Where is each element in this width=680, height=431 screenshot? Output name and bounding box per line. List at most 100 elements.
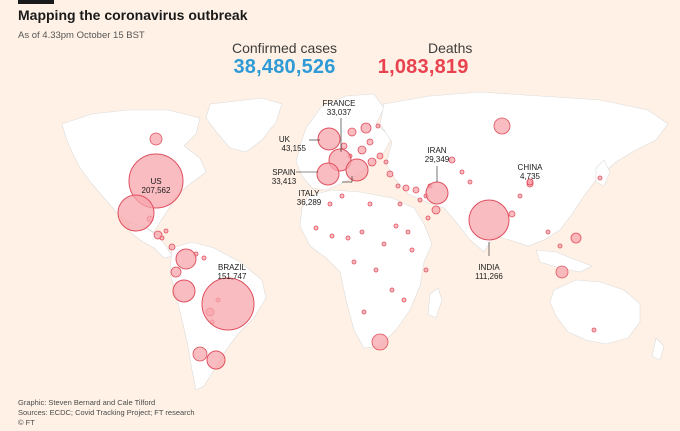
country-bubble <box>361 309 367 315</box>
country-bubble <box>383 159 389 165</box>
label-brazil-deaths: 151,747 <box>218 272 247 281</box>
footer-graphic: Graphic: Steven Bernard and Cale Tilford <box>18 398 156 407</box>
country-bubble <box>329 233 335 239</box>
land-greenland <box>205 97 283 153</box>
deaths-value: 1,083,819 <box>377 56 469 78</box>
label-uk-deaths: 43,155 <box>282 144 307 153</box>
country-bubbles <box>117 127 534 370</box>
bubble-iran <box>425 181 449 205</box>
country-bubble <box>371 333 389 351</box>
country-bubble <box>555 265 569 279</box>
country-bubble <box>395 183 401 189</box>
country-bubble <box>345 235 351 241</box>
country-bubble <box>339 193 345 199</box>
country-bubble <box>459 169 465 175</box>
country-bubble <box>448 156 456 164</box>
country-bubble <box>163 228 169 234</box>
country-bubble <box>431 205 441 215</box>
country-bubble <box>597 175 603 181</box>
label-china-deaths: 4,735 <box>520 172 541 181</box>
bubble-argentina <box>206 350 226 370</box>
bubble-brazil <box>201 277 255 331</box>
label-india-name: INDIA <box>478 263 500 272</box>
label-us-deaths: 207,562 <box>142 186 171 195</box>
country-bubble <box>351 259 357 265</box>
label-iran-deaths: 29,349 <box>425 155 450 164</box>
country-bubble <box>412 186 420 194</box>
page-title: Mapping the coronavirus outbreak <box>18 7 248 23</box>
country-bubble <box>393 223 399 229</box>
country-bubble <box>159 235 165 241</box>
country-bubble <box>168 243 176 251</box>
country-bubble <box>417 197 423 203</box>
country-bubble <box>425 215 431 221</box>
country-bubble <box>409 247 415 253</box>
land-southeast-asia <box>535 249 593 273</box>
bubble-uk <box>317 127 341 151</box>
country-bubble <box>367 201 373 207</box>
country-bubble <box>360 122 372 134</box>
country-bubble <box>313 225 319 231</box>
label-uk-name: UK <box>279 135 291 144</box>
country-bubble <box>373 267 379 273</box>
confirmed-cases-label: Confirmed cases <box>232 40 338 56</box>
country-bubble <box>340 142 348 150</box>
label-iran-name: IRAN <box>427 146 446 155</box>
country-bubble <box>367 157 377 167</box>
land-africa <box>299 189 433 349</box>
bubble-mexico <box>117 194 155 232</box>
bubble-china <box>526 178 534 186</box>
bubble-us <box>128 153 184 209</box>
bubble-italy <box>345 158 369 182</box>
label-brazil-name: BRAZIL <box>218 263 247 272</box>
label-spain-name: SPAIN <box>272 168 296 177</box>
country-bubble <box>357 145 367 155</box>
country-bubble <box>327 201 333 207</box>
leader-lines <box>296 118 490 256</box>
country-bubble <box>201 255 207 261</box>
label-us-name: US <box>150 177 161 186</box>
bubble-peru <box>172 279 196 303</box>
label-france-deaths: 33,037 <box>327 108 352 117</box>
country-bubble <box>423 267 429 273</box>
label-italy-deaths: 36,289 <box>297 198 322 207</box>
footer-sources: Sources: ECDC; Covid Tracking Project; F… <box>18 408 195 417</box>
country-bubble <box>170 266 182 278</box>
page-subtitle: As of 4.33pm October 15 BST <box>18 30 145 41</box>
country-bubble <box>570 232 582 244</box>
country-bubble <box>557 243 563 249</box>
country-bubble <box>366 138 374 146</box>
country-bubble <box>397 201 403 207</box>
bubble-spain <box>316 162 340 186</box>
country-bubble <box>376 152 384 160</box>
country-bubble <box>149 132 163 146</box>
country-bubble <box>402 184 410 192</box>
footer-copyright: © FT <box>18 418 35 427</box>
deaths-label: Deaths <box>428 40 473 56</box>
country-bubble <box>405 229 411 235</box>
country-bubble <box>375 123 381 129</box>
country-bubble <box>192 346 208 362</box>
land-madagascar <box>427 287 443 319</box>
bubble-colombia <box>175 248 197 270</box>
label-spain-deaths: 33,413 <box>272 177 297 186</box>
footer-credits: Graphic: Steven Bernard and Cale Tilford… <box>18 398 195 428</box>
ft-brand-bar <box>18 0 54 4</box>
country-bubble <box>381 241 387 247</box>
country-bubble <box>493 117 511 135</box>
land-australia <box>549 279 641 345</box>
deaths-stat: Deaths 1,083,819 <box>374 40 473 79</box>
bubble-india <box>468 199 510 241</box>
land-new-zealand <box>651 337 665 361</box>
country-bubble <box>591 327 597 333</box>
country-bubble <box>545 229 551 235</box>
country-bubble <box>359 229 365 235</box>
country-bubble <box>389 287 395 293</box>
confirmed-cases-value: 38,480,526 <box>233 56 336 78</box>
label-china-name: CHINA <box>518 163 544 172</box>
label-india-deaths: 111,266 <box>475 272 503 281</box>
country-labels: US 207,562 BRAZIL 151,747 INDIA 111,266 … <box>142 99 544 281</box>
country-bubble <box>401 297 407 303</box>
confirmed-cases-stat: Confirmed cases 38,480,526 <box>232 40 337 79</box>
